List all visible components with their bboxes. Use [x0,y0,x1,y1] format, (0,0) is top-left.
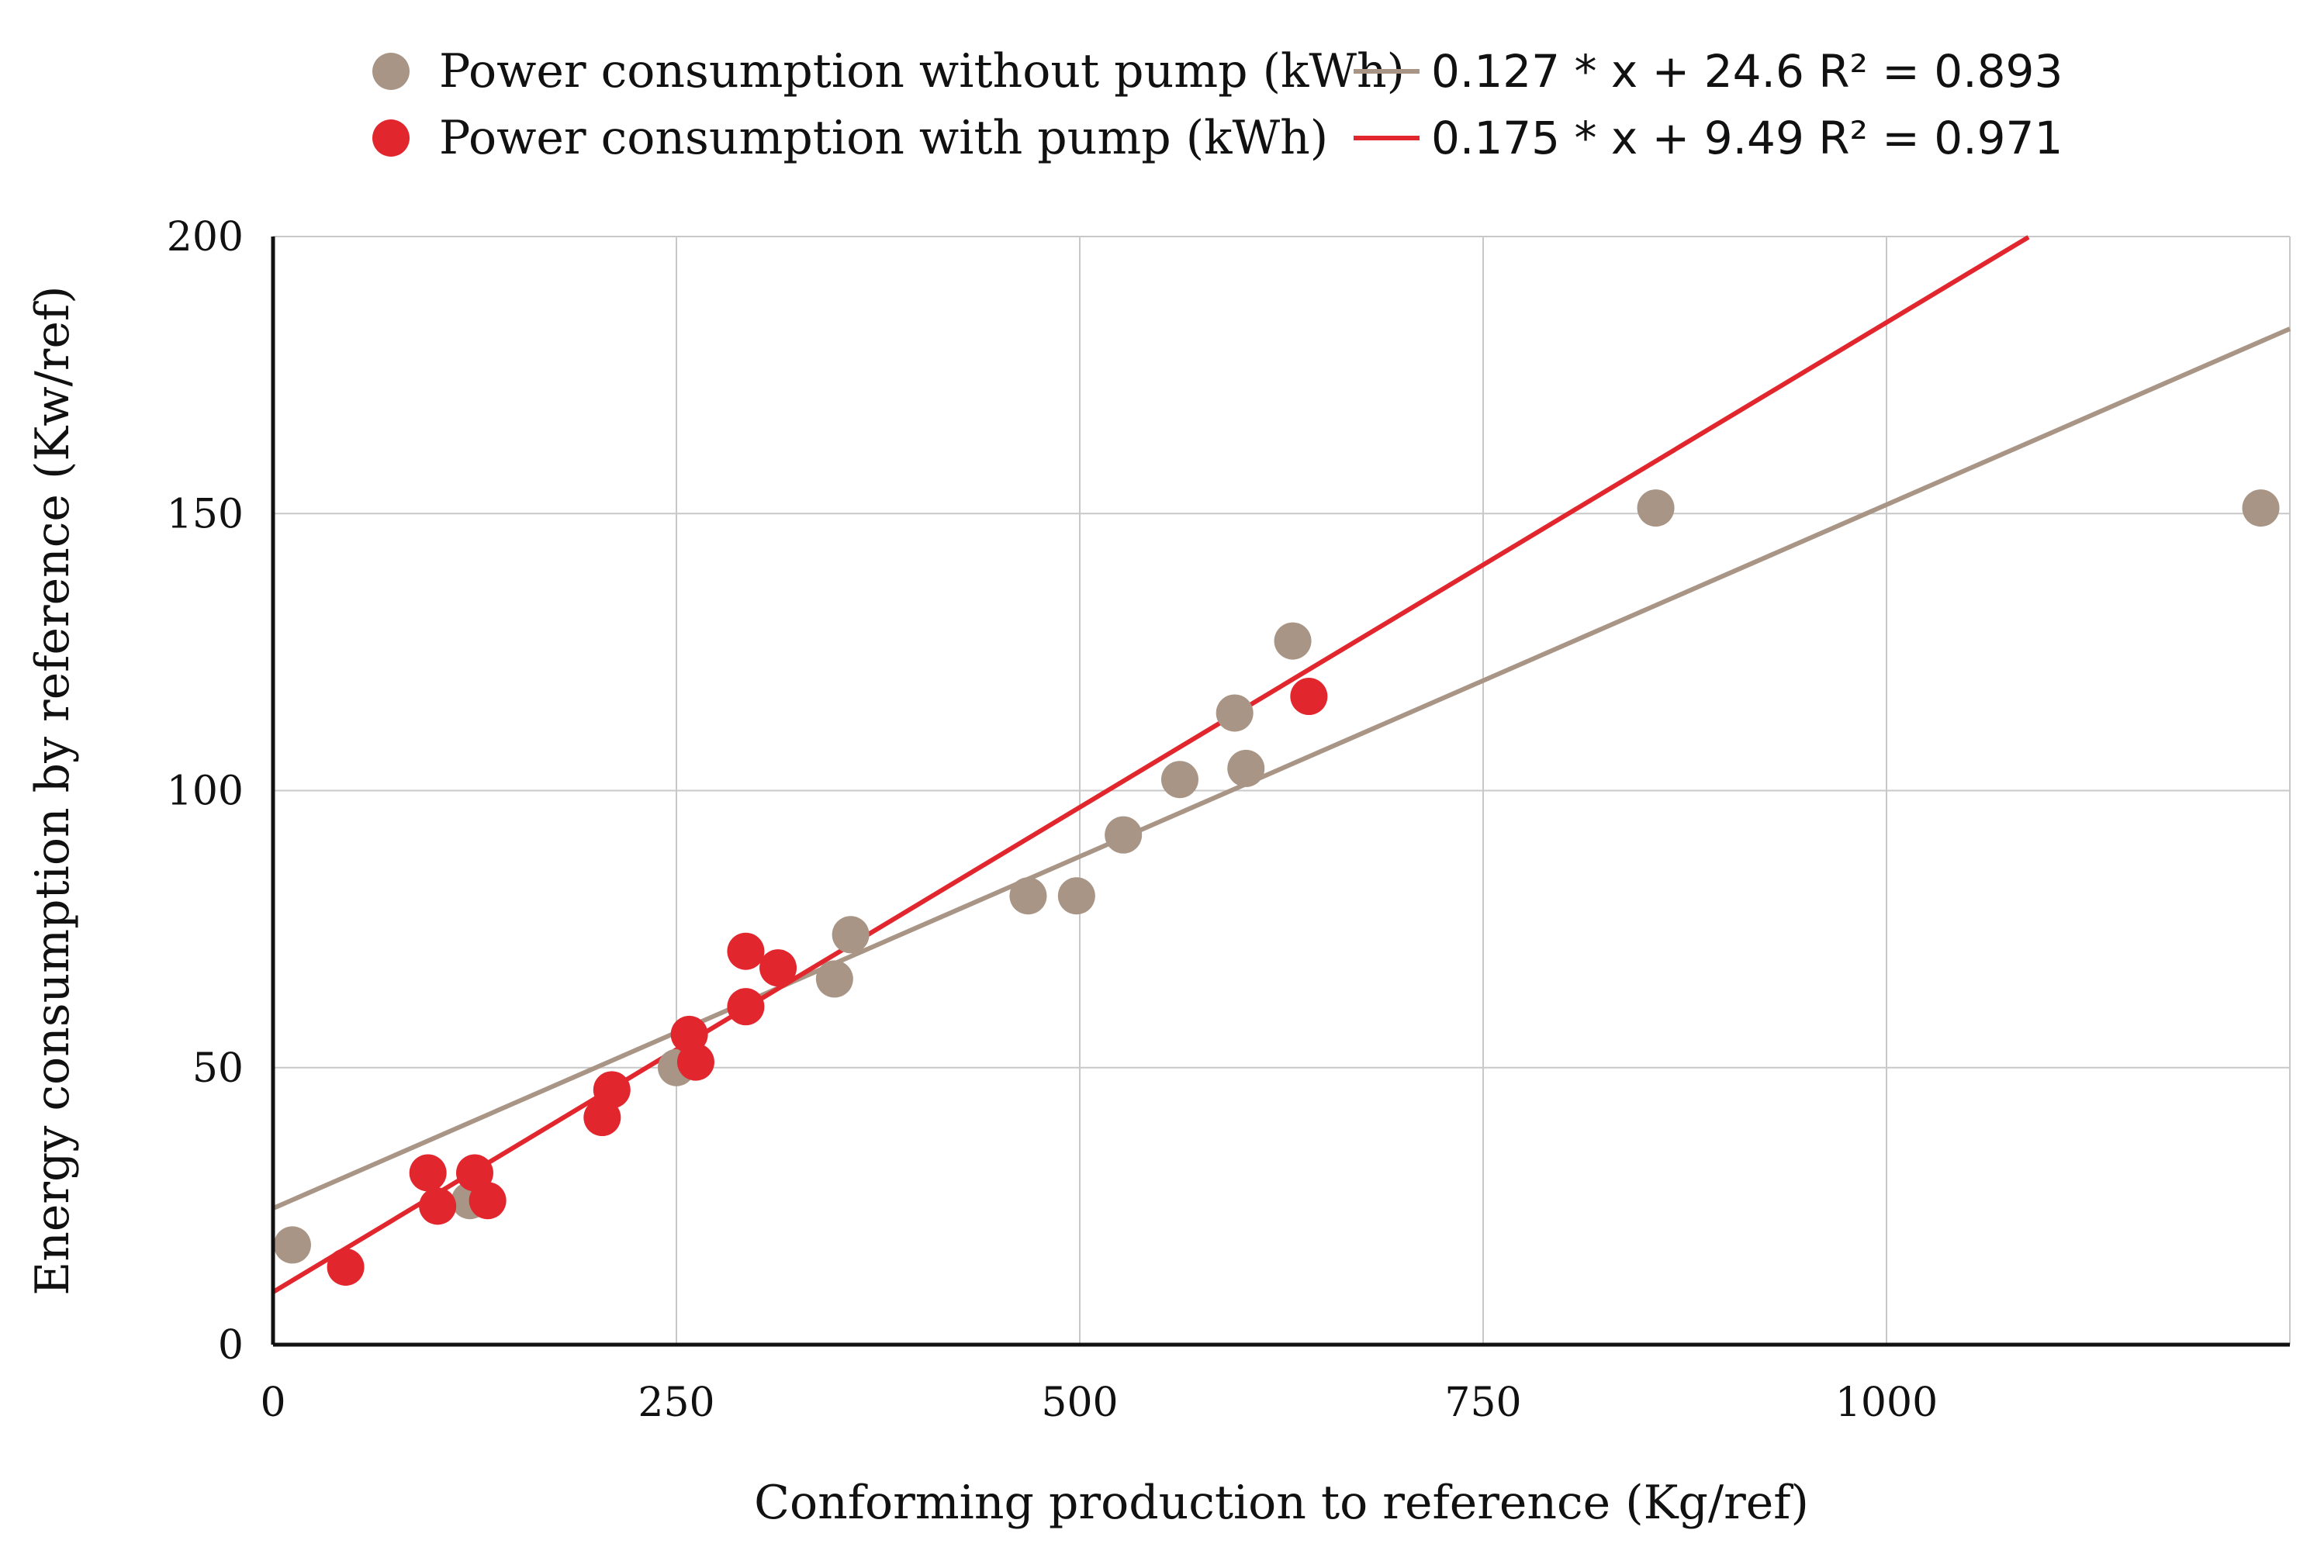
x-tick-label: 1000 [1835,1380,1938,1426]
x-tick-label: 750 [1444,1380,1521,1426]
point-without-pump [1227,749,1265,787]
trendline-with-pump [271,235,2030,1294]
legend-marker-without-pump [372,53,410,90]
y-axis-title: Energy consumption by reference (Kw/ref) [26,285,80,1295]
legend-equation-with-pump: 0.175 * x + 9.49 R² = 0.971 [1431,112,2063,164]
point-without-pump [832,916,870,954]
point-with-pump [593,1071,631,1109]
point-with-pump [409,1154,447,1192]
point-with-pump [1290,678,1328,716]
y-tick-label: 0 [218,1322,244,1369]
legend-label-without-pump: Power consumption without pump (kWh) [439,44,1405,98]
point-without-pump [1105,816,1143,854]
point-with-pump [759,949,797,987]
x-tick-label: 500 [1041,1380,1118,1426]
point-with-pump [727,988,765,1026]
y-tick-label: 200 [167,214,244,261]
point-without-pump [1160,761,1198,799]
tick-labels: 0 250 500 750 1000 0 50 100 150 200 [167,214,1938,1426]
point-with-pump [676,1043,714,1081]
point-with-pump [327,1248,365,1286]
point-without-pump [815,960,853,998]
x-tick-label: 250 [638,1380,714,1426]
y-tick-label: 50 [192,1045,244,1092]
axes [271,237,2290,1347]
point-without-pump [1274,622,1312,660]
point-with-pump [670,1015,708,1053]
point-without-pump [1637,489,1675,527]
point-with-pump [469,1182,507,1220]
legend-equation-without-pump: 0.127 * x + 24.6 R² = 0.893 [1431,45,2063,98]
point-without-pump [1216,694,1254,732]
legend-label-with-pump: Power consumption with pump (kWh) [439,111,1328,165]
point-with-pump [419,1187,457,1225]
trendline-without-pump [271,326,2291,1211]
point-without-pump [1057,877,1095,915]
point-without-pump [273,1226,311,1264]
y-tick-label: 150 [167,491,244,537]
x-axis-title: Conforming production to reference (Kg/r… [754,1476,1809,1530]
trendlines [271,235,2291,1294]
y-tick-label: 100 [167,768,244,815]
point-without-pump [1009,877,1047,915]
point-with-pump [456,1154,493,1192]
point-with-pump [727,932,765,970]
legend-marker-with-pump [372,119,410,157]
legend: Power consumption without pump (kWh) 0.1… [372,44,2063,165]
point-without-pump [2242,489,2280,527]
x-tick-label: 0 [260,1380,285,1426]
data-points [273,489,2280,1286]
gridlines [273,236,2291,1345]
